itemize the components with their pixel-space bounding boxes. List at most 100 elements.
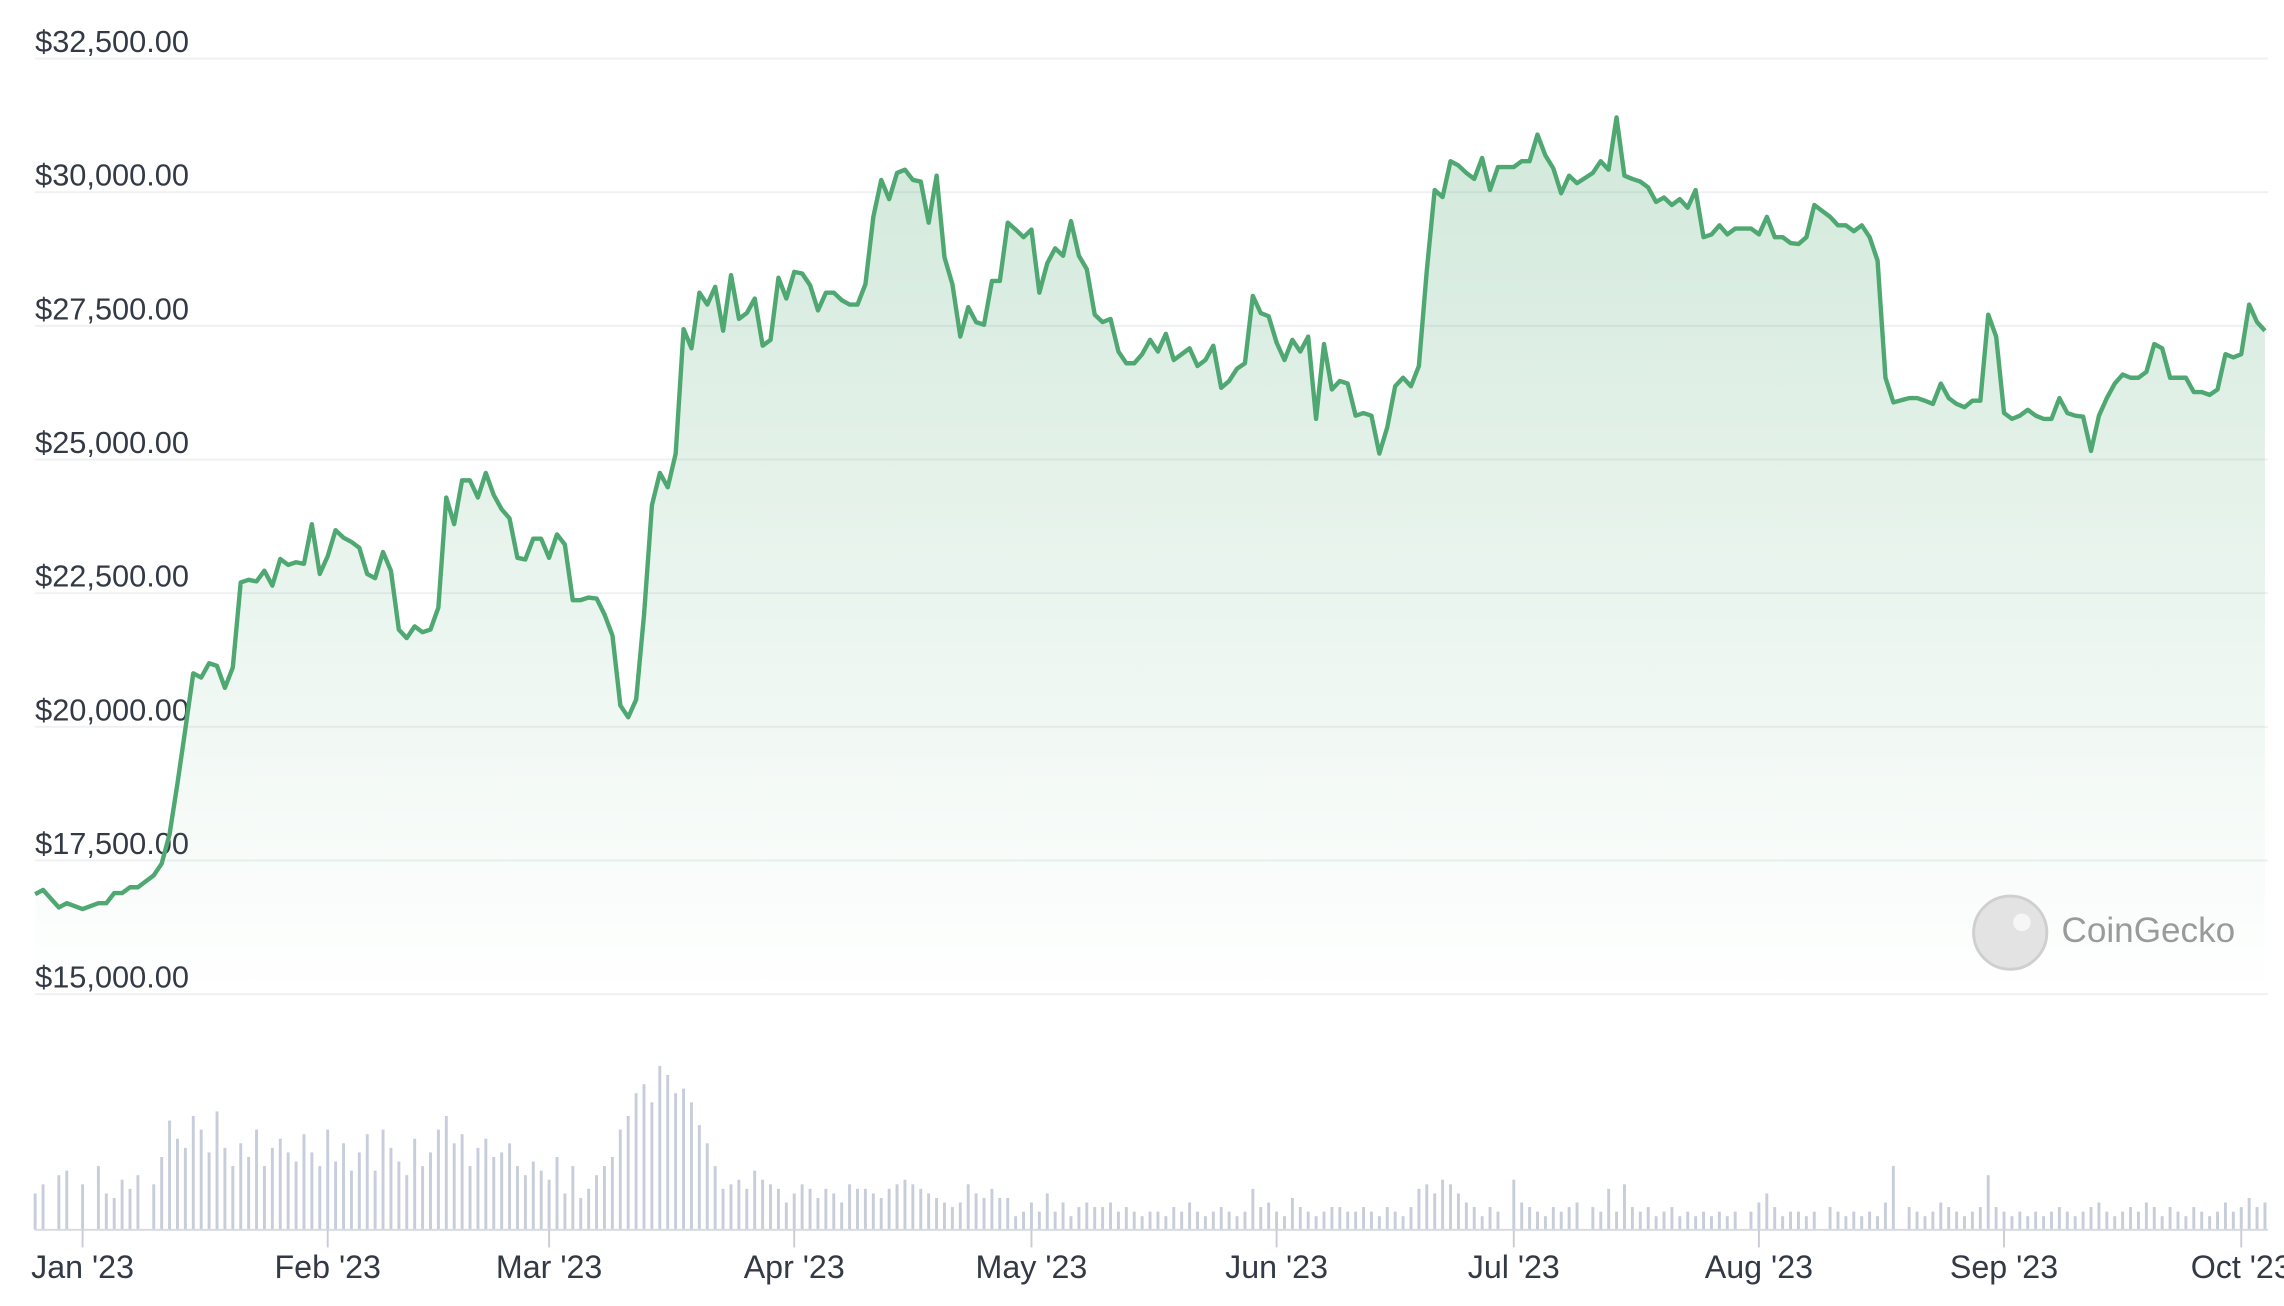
- volume-bar: [2263, 1202, 2267, 1230]
- volume-bar: [1876, 1216, 1879, 1230]
- volume-bar: [183, 1147, 187, 1230]
- volume-bar: [1061, 1202, 1065, 1230]
- volume-bar: [1891, 1166, 1895, 1230]
- volume-bar: [1243, 1211, 1247, 1230]
- volume-bar: [950, 1207, 954, 1230]
- volume-bar: [1180, 1211, 1184, 1230]
- volume-bar: [1789, 1211, 1792, 1230]
- volume-bar: [421, 1166, 425, 1230]
- volume-bar: [397, 1161, 401, 1230]
- volume-bar: [1915, 1211, 1919, 1230]
- volume-bar: [1077, 1207, 1081, 1230]
- volume-bar: [547, 1179, 551, 1230]
- volume-bar: [674, 1093, 678, 1230]
- y-tick-label: $27,500.00: [35, 291, 189, 326]
- volume-bar: [1417, 1188, 1421, 1230]
- y-tick-label: $30,000.00: [35, 158, 189, 193]
- watermark: CoinGecko: [1972, 894, 2235, 971]
- volume-bar: [1306, 1211, 1310, 1230]
- volume-bar: [436, 1129, 440, 1230]
- volume-bar: [895, 1184, 899, 1230]
- volume-bar: [1844, 1216, 1848, 1230]
- volume-bar: [919, 1188, 923, 1230]
- x-tick-label: Jan '23: [31, 1249, 134, 1285]
- y-tick-label: $20,000.00: [35, 692, 189, 727]
- volume-bar: [349, 1170, 353, 1230]
- volume-bar: [152, 1184, 156, 1230]
- volume-bar: [958, 1202, 962, 1230]
- volume-bar: [1978, 1207, 1982, 1230]
- volume-bar: [508, 1143, 512, 1230]
- price-line: [34, 115, 2267, 912]
- volume-bar: [1986, 1175, 1990, 1230]
- volume-bar: [800, 1184, 804, 1230]
- volume-bar: [1014, 1216, 1018, 1230]
- volume-bar: [1156, 1211, 1160, 1230]
- volume-bar: [2105, 1211, 2109, 1230]
- x-tick-label: May '23: [976, 1249, 1088, 1285]
- volume-bar: [1947, 1207, 1951, 1230]
- volume-bar: [1362, 1207, 1366, 1230]
- volume-bar: [1116, 1211, 1120, 1230]
- volume-bar: [682, 1088, 685, 1230]
- volume-bar: [2200, 1211, 2204, 1230]
- volume-bar: [832, 1193, 836, 1230]
- volume-bar: [587, 1188, 591, 1230]
- volume-bar: [737, 1179, 741, 1230]
- volume-bar: [500, 1152, 504, 1230]
- volume-bar: [2168, 1207, 2172, 1230]
- volume-bar: [689, 1102, 693, 1230]
- volume-bar: [1923, 1216, 1927, 1230]
- volume-bar: [1670, 1207, 1674, 1230]
- volume-bar: [911, 1184, 915, 1230]
- volume-bar: [1290, 1197, 1294, 1230]
- volume-bar: [2050, 1211, 2053, 1230]
- volume-bar: [1188, 1202, 1192, 1230]
- volume-bar: [168, 1120, 172, 1230]
- volume-bar: [1235, 1216, 1239, 1230]
- volume-bar: [1694, 1216, 1698, 1230]
- volume-bar: [1496, 1211, 1500, 1230]
- volume-bar: [2231, 1211, 2235, 1230]
- x-tick-label: Sep '23: [1950, 1249, 2058, 1285]
- volume-bar: [840, 1202, 844, 1230]
- volume-bar: [476, 1147, 480, 1230]
- volume-bar: [1211, 1211, 1215, 1230]
- volume-bar: [634, 1093, 638, 1230]
- volume-bar: [2002, 1211, 2006, 1230]
- volume-bar: [1472, 1207, 1476, 1230]
- volume-bar: [1369, 1211, 1373, 1230]
- volume-bar: [1955, 1211, 1959, 1230]
- volume-bar: [856, 1188, 859, 1230]
- volume-bar: [776, 1188, 780, 1230]
- volume-bar: [1654, 1216, 1658, 1230]
- volume-bar: [468, 1166, 472, 1230]
- volume-bar: [563, 1193, 567, 1230]
- volume-bar: [1053, 1211, 1057, 1230]
- volume-bar: [887, 1188, 891, 1230]
- volume-bar: [1124, 1207, 1128, 1230]
- volume-bar: [176, 1138, 179, 1230]
- volume-bar: [998, 1197, 1002, 1230]
- volume-bar: [215, 1111, 219, 1230]
- watermark-logo-eye: [2013, 913, 2031, 932]
- volume-bar: [2010, 1216, 2014, 1230]
- volume-bar: [1449, 1184, 1452, 1230]
- volume-bar: [1852, 1211, 1856, 1230]
- volume-bar: [555, 1156, 559, 1230]
- volume-bar: [1883, 1202, 1887, 1230]
- volume-bar: [626, 1115, 630, 1230]
- volume-bar: [1994, 1207, 1998, 1230]
- volume-bar: [642, 1084, 646, 1230]
- volume-bar: [1251, 1188, 1255, 1230]
- volume-bar: [666, 1074, 670, 1230]
- volume-bar: [871, 1193, 875, 1230]
- volume-bar: [650, 1102, 654, 1230]
- volume-bar: [610, 1156, 614, 1230]
- volume-bar: [1868, 1211, 1872, 1230]
- volume-bar: [1709, 1216, 1713, 1230]
- volume-bar: [1109, 1202, 1112, 1230]
- volume-bar: [1528, 1207, 1532, 1230]
